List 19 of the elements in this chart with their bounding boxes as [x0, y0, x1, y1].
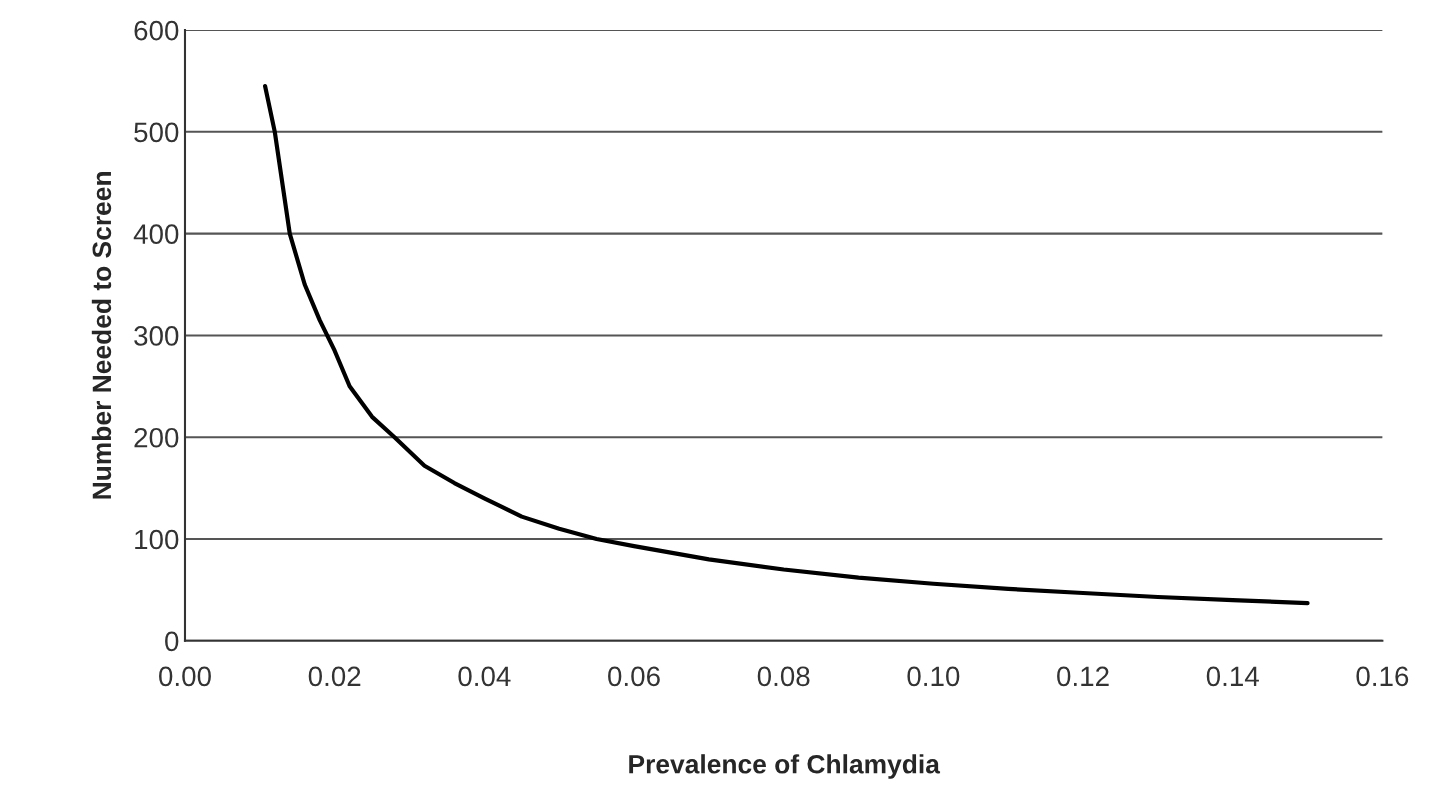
x-tick-label: 0.02 — [308, 666, 361, 687]
x-tick-label: 0.08 — [757, 666, 810, 687]
x-axis-title: Prevalence of Chlamydia — [629, 754, 941, 779]
x-tick-label: 0.12 — [1057, 666, 1109, 687]
x-tick-label: 0.00 — [159, 666, 211, 687]
y-tick-label: 600 — [134, 20, 179, 41]
x-tick-label: 0.16 — [1356, 666, 1409, 687]
x-tick-label: 0.14 — [1206, 666, 1259, 687]
x-tick-label: 0.06 — [608, 666, 660, 687]
y-tick-label: 400 — [133, 224, 179, 244]
y-axis-title: Number Needed to Screen — [91, 172, 112, 499]
y-tick-label: 200 — [134, 427, 179, 448]
x-tick-label: 0.10 — [907, 666, 960, 687]
y-tick-label: 500 — [134, 122, 179, 143]
y-tick-label: 100 — [135, 529, 179, 550]
line-series — [262, 83, 1310, 606]
y-tick-label: 0 — [165, 631, 179, 652]
y-tick-label: 300 — [134, 326, 179, 346]
x-tick-label: 0.04 — [458, 666, 511, 687]
